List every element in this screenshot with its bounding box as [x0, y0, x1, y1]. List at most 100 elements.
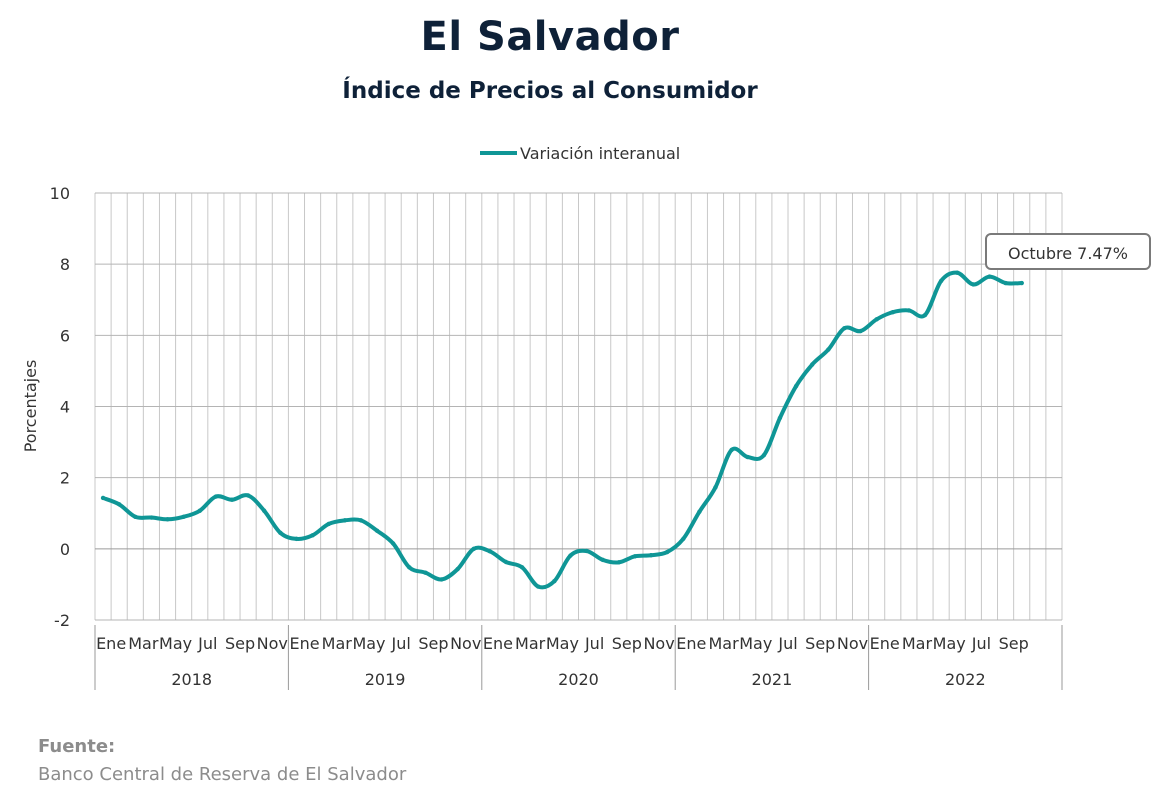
- data-point: [1003, 280, 1008, 286]
- data-point: [842, 326, 847, 331]
- data-point: [374, 528, 380, 533]
- data-point: [777, 415, 783, 421]
- data-point: [648, 553, 654, 558]
- data-point: [955, 270, 960, 275]
- data-point: [116, 502, 122, 507]
- annotation-callout: Octubre 7.47%: [985, 233, 1151, 270]
- data-point: [681, 536, 686, 542]
- data-point: [407, 565, 412, 570]
- y-tick-label: 2: [60, 469, 70, 488]
- year-label: 2022: [945, 670, 986, 689]
- chart-title: El Salvador: [420, 14, 680, 60]
- year-label: 2018: [171, 670, 212, 689]
- x-tick-label: Mar: [708, 634, 739, 653]
- data-point: [342, 518, 348, 523]
- y-tick-label: 4: [60, 398, 70, 417]
- y-axis-label: Porcentajes: [21, 360, 40, 453]
- data-point: [390, 541, 396, 546]
- x-tick-label: Nov: [450, 634, 481, 653]
- data-point: [584, 548, 589, 554]
- data-point: [793, 384, 799, 389]
- data-point: [519, 565, 525, 570]
- y-axis-ticks: -2 0 2 4 6 8 10: [50, 184, 70, 630]
- data-point: [326, 521, 331, 527]
- x-tick-label: Jul: [391, 634, 411, 653]
- data-point: [552, 579, 557, 584]
- x-tick-label: Nov: [643, 634, 674, 653]
- y-tick-label: 10: [50, 184, 70, 203]
- x-tick-label: Jul: [197, 634, 217, 653]
- x-tick-label: Sep: [999, 634, 1029, 653]
- y-tick-label: 8: [60, 255, 70, 274]
- x-tick-label: Jul: [971, 634, 991, 653]
- x-tick-label: Mar: [515, 634, 546, 653]
- data-point: [439, 577, 444, 582]
- x-tick-label: Sep: [225, 634, 255, 653]
- data-point: [471, 546, 476, 552]
- data-point: [729, 447, 734, 453]
- data-point: [616, 560, 621, 565]
- x-tick-label: Ene: [870, 634, 900, 653]
- data-point: [713, 485, 718, 490]
- data-point: [664, 549, 670, 555]
- data-point: [197, 508, 202, 513]
- data-point: [632, 554, 638, 559]
- x-tick-label: Ene: [96, 634, 126, 653]
- y-tick-label: 0: [60, 540, 70, 559]
- source-text: Banco Central de Reserva de El Salvador: [38, 764, 407, 785]
- legend-label: Variación interanual: [520, 144, 680, 163]
- x-tick-label: Sep: [805, 634, 835, 653]
- data-point: [100, 495, 106, 501]
- data-point: [423, 570, 428, 575]
- data-point: [922, 312, 928, 318]
- data-point: [971, 282, 976, 287]
- data-point: [165, 517, 170, 522]
- series-line-variacion-interanual: [101, 270, 1024, 590]
- data-point: [1019, 280, 1024, 286]
- x-tick-label: Nov: [257, 634, 288, 653]
- legend: Variación interanual: [480, 144, 680, 163]
- x-tick-label: May: [352, 634, 385, 653]
- data-point: [149, 515, 154, 520]
- data-point: [213, 494, 219, 499]
- data-point: [890, 310, 895, 315]
- y-tick-label: -2: [54, 611, 70, 630]
- x-tick-label: Ene: [676, 634, 706, 653]
- x-tick-label: Jul: [777, 634, 797, 653]
- data-point: [987, 274, 992, 279]
- data-point: [133, 514, 138, 520]
- annotation-box: [985, 233, 1151, 270]
- annotation-text: Octubre 7.47%: [1008, 244, 1128, 263]
- data-point: [487, 549, 493, 554]
- x-tick-label: Ene: [289, 634, 319, 653]
- data-point: [809, 362, 815, 367]
- year-label: 2020: [558, 670, 599, 689]
- data-point: [761, 453, 767, 458]
- data-point: [938, 278, 944, 284]
- x-tick-label: Ene: [483, 634, 513, 653]
- data-point: [697, 509, 702, 515]
- x-tick-label: May: [933, 634, 966, 653]
- y-tick-label: 6: [60, 326, 70, 345]
- x-tick-label: Mar: [128, 634, 159, 653]
- data-point: [294, 536, 299, 542]
- x-tick-label: May: [159, 634, 192, 653]
- data-point: [568, 553, 573, 558]
- x-tick-label: Sep: [612, 634, 642, 653]
- data-point: [874, 317, 879, 322]
- data-point: [455, 566, 460, 572]
- data-point: [278, 530, 283, 536]
- data-point: [826, 347, 831, 352]
- x-tick-label: Nov: [837, 634, 868, 653]
- data-point: [600, 557, 605, 563]
- data-point: [906, 308, 912, 313]
- data-point: [229, 497, 235, 502]
- x-tick-label: Mar: [322, 634, 353, 653]
- data-point: [262, 508, 267, 513]
- source-label: Fuente:: [38, 736, 116, 757]
- x-tick-label: May: [546, 634, 579, 653]
- x-tick-label: Jul: [584, 634, 604, 653]
- chart-subtitle: Índice de Precios al Consumidor: [342, 78, 758, 104]
- data-point: [858, 328, 863, 334]
